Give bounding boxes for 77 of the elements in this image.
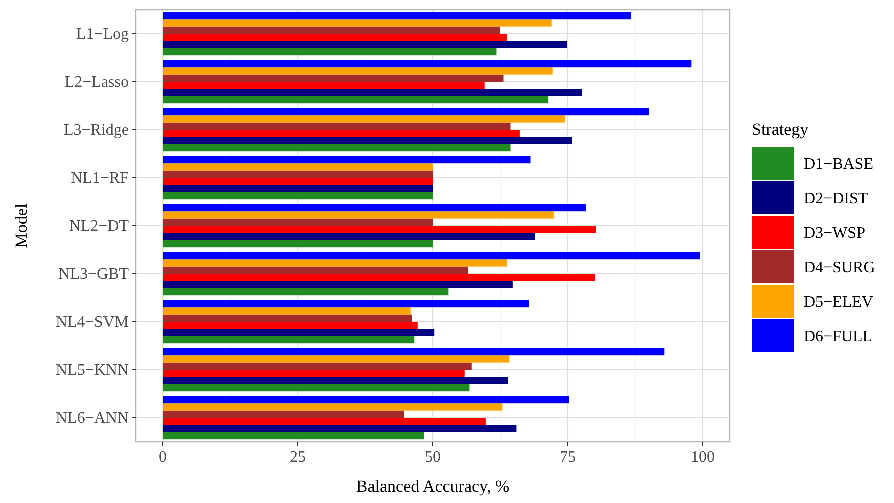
y-tick-label: L2−Lasso [64, 74, 129, 91]
bar [163, 12, 632, 20]
legend-label: D6−FULL [804, 328, 873, 346]
bar [163, 329, 435, 336]
bar [163, 288, 449, 296]
bar [163, 68, 553, 75]
bar [163, 274, 595, 282]
bar [163, 89, 582, 96]
legend-label: D1−BASE [804, 156, 874, 173]
bar [163, 377, 508, 384]
bar [163, 418, 486, 426]
x-tick-label: 0 [159, 449, 167, 466]
legend-label: D4−SURG [804, 260, 876, 276]
bar [163, 233, 536, 240]
bar [163, 74, 504, 82]
legend-label: D5−ELEV [804, 294, 874, 311]
bar [163, 164, 433, 171]
y-axis-title: Model [12, 204, 31, 248]
y-tick-label: NL3−GBT [58, 266, 130, 283]
bar [163, 314, 412, 322]
bar [163, 170, 433, 178]
bar [163, 48, 497, 56]
bar [163, 108, 649, 116]
bar [163, 308, 411, 315]
bar [163, 425, 517, 432]
legend-title: Strategy [752, 120, 810, 139]
y-tick-label: NL1−RF [71, 170, 130, 187]
bar [163, 122, 511, 130]
y-tick-label: NL5−KNN [56, 362, 130, 379]
bar [163, 226, 596, 234]
bar [163, 144, 511, 152]
bar [163, 396, 570, 404]
bar [163, 204, 586, 212]
bar [163, 41, 568, 48]
bar [163, 336, 415, 344]
y-tick-label: NL6−ANN [56, 410, 130, 427]
legend-label: D2−DIST [804, 190, 868, 208]
bar [163, 212, 554, 219]
x-tick-label: 25 [290, 449, 306, 466]
bar [163, 356, 510, 363]
bar [163, 116, 566, 123]
y-tick-label: NL4−SVM [56, 314, 129, 331]
x-axis-title: Balanced Accuracy, % [356, 477, 510, 496]
bar [163, 60, 692, 68]
bar [163, 178, 433, 186]
bar [163, 252, 700, 260]
bar [163, 82, 485, 90]
bar [163, 362, 472, 370]
bar [163, 218, 433, 226]
bar [163, 260, 507, 267]
x-tick-label: 100 [691, 449, 715, 466]
bar [163, 137, 572, 144]
bar [163, 20, 552, 27]
x-tick-label: 75 [560, 449, 576, 466]
bar [163, 348, 665, 356]
bar [163, 370, 465, 378]
bar [163, 404, 503, 411]
bar [163, 281, 513, 288]
y-tick-label: L1−Log [76, 26, 129, 43]
bar [163, 322, 418, 330]
bar [163, 185, 433, 192]
bar [163, 156, 531, 164]
bar [163, 26, 500, 34]
y-tick-label: L3−Ridge [64, 122, 129, 139]
bar [163, 130, 520, 138]
bar [163, 300, 530, 308]
bar [163, 34, 507, 42]
bar [163, 410, 404, 418]
bar [163, 432, 424, 440]
bar [163, 240, 433, 248]
bar [163, 384, 470, 392]
x-tick-label: 50 [425, 449, 441, 466]
bar [163, 266, 468, 274]
y-tick-label: NL2−DT [69, 218, 130, 235]
legend-label: D3−WSP [804, 225, 866, 242]
bar [163, 96, 549, 104]
bar [163, 192, 433, 200]
